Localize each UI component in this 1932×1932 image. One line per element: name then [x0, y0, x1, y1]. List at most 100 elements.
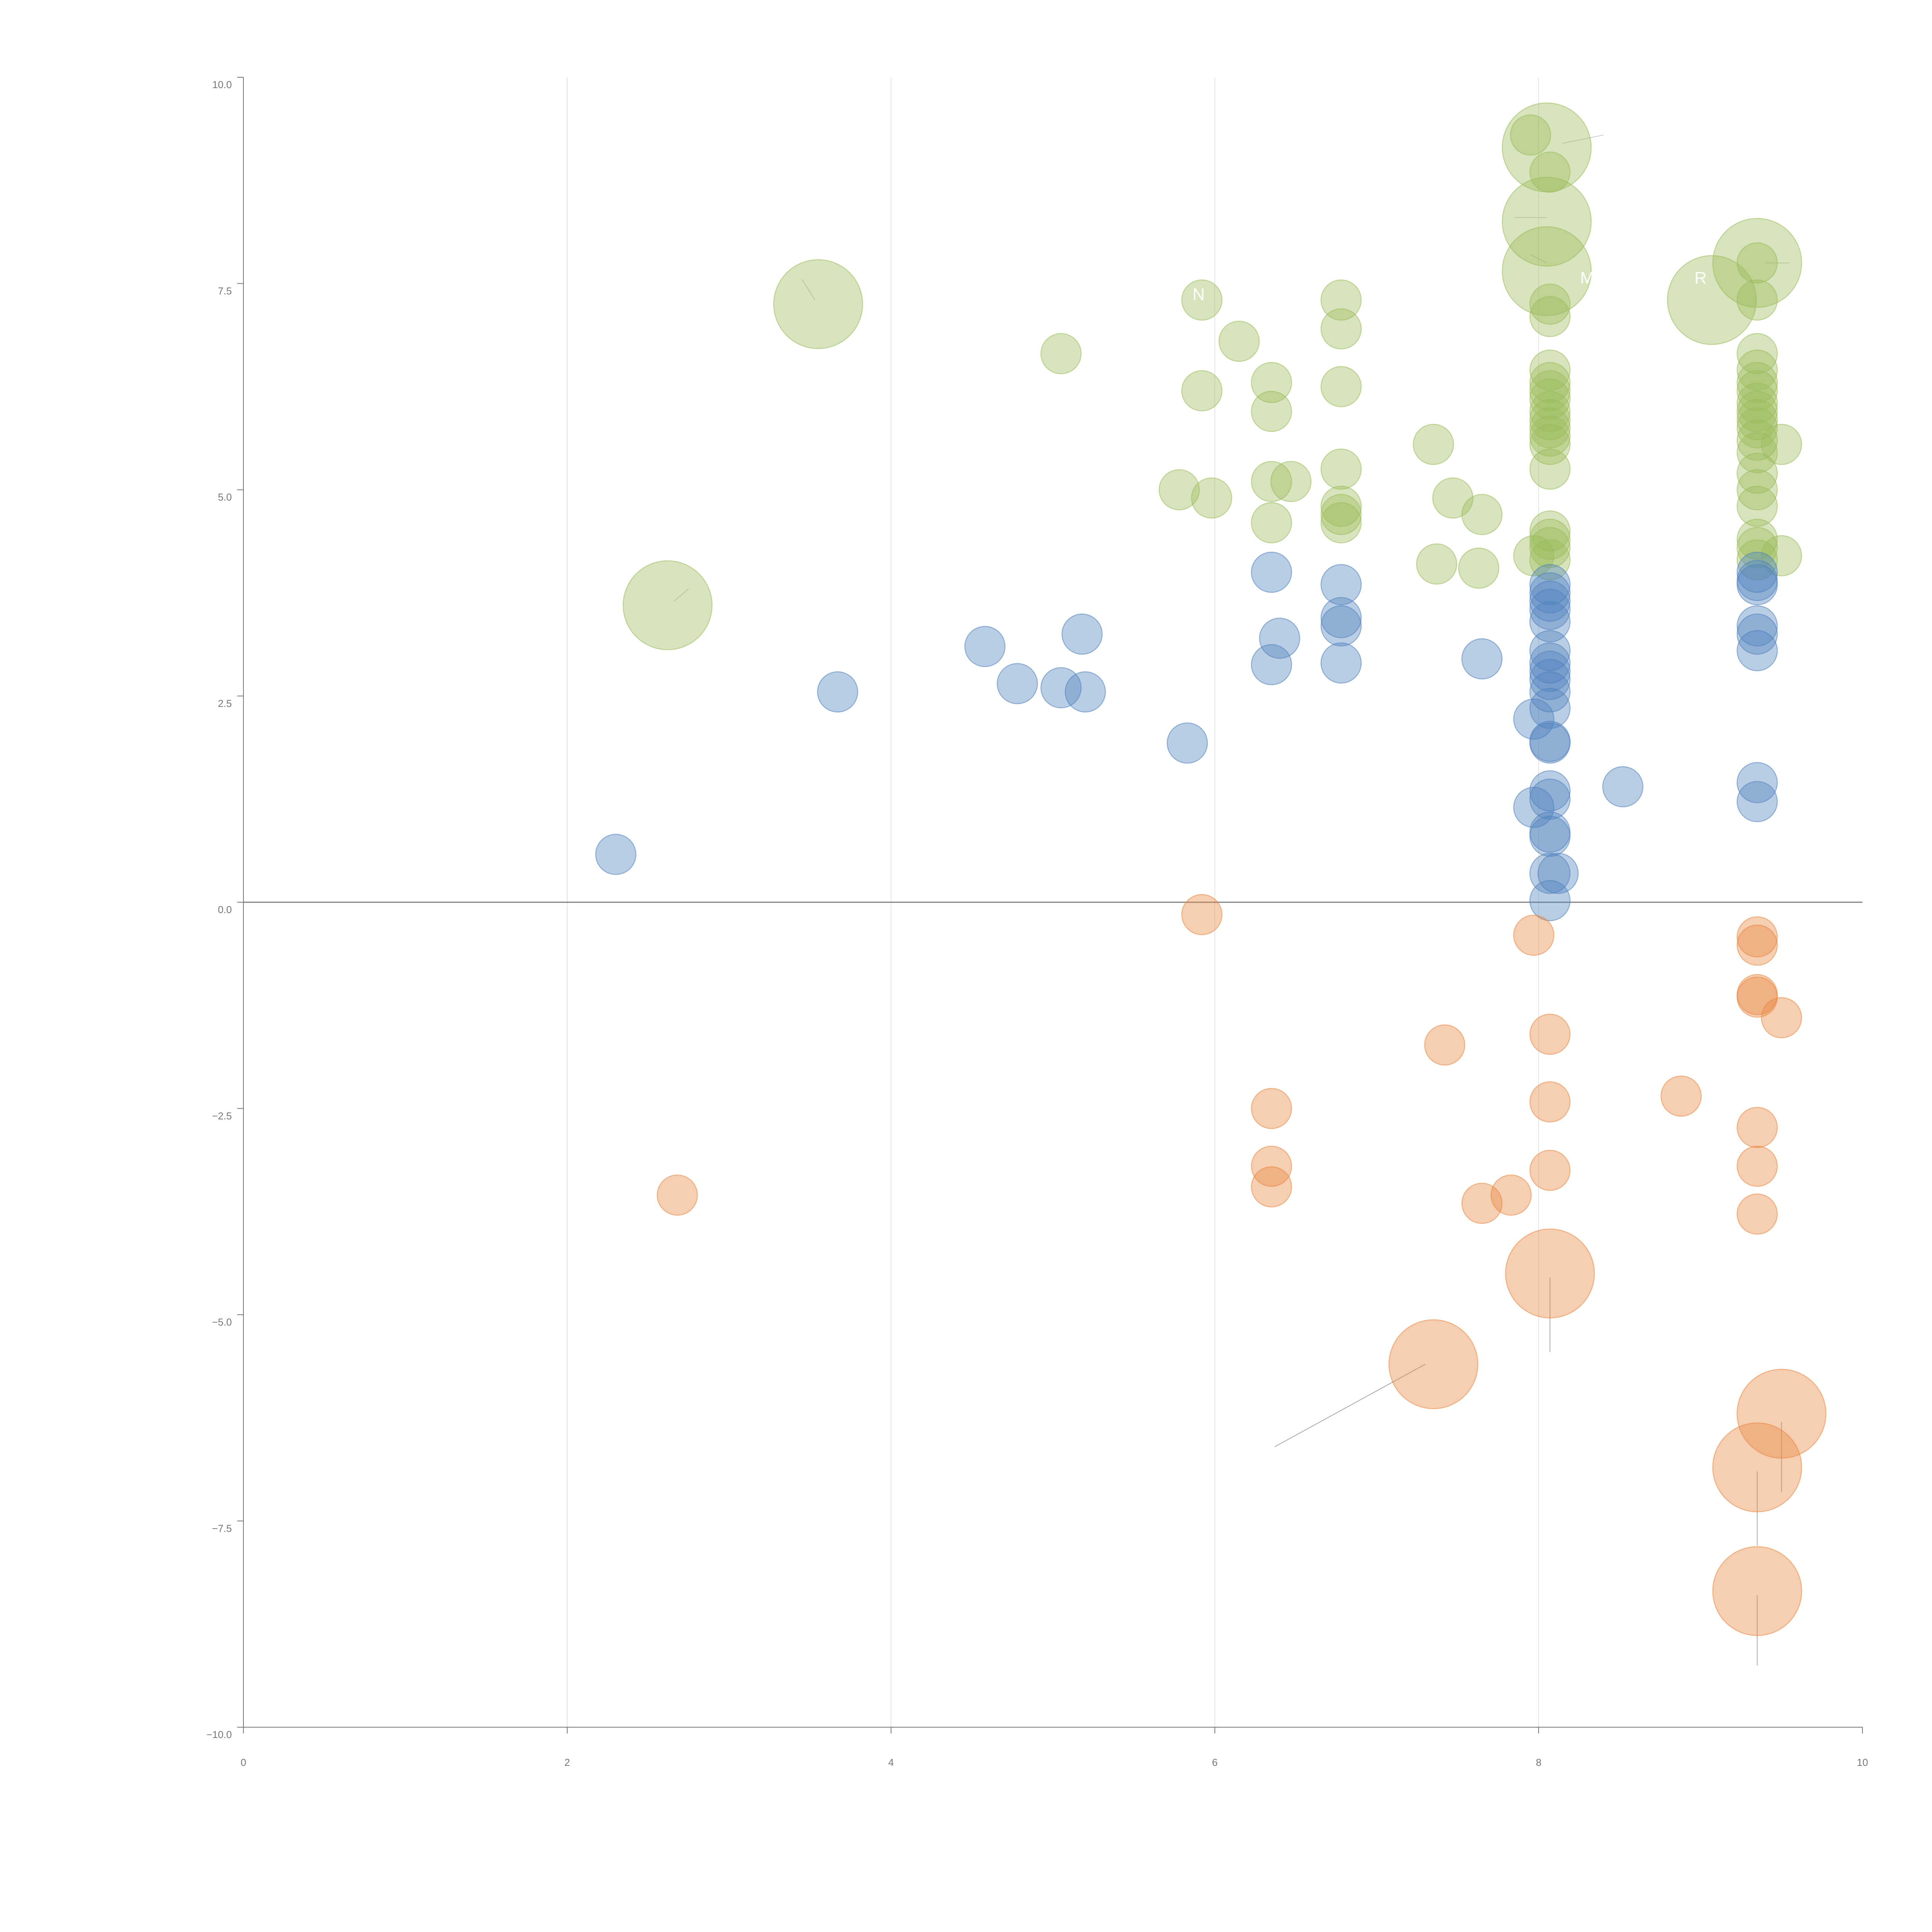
positive-low-point	[1736, 551, 1778, 593]
x-tick-label: 8	[1536, 1757, 1541, 1768]
positive-high-point	[1320, 308, 1362, 350]
positive-high-point	[1736, 469, 1778, 510]
negative-point	[1736, 1369, 1827, 1459]
positive-high-point	[1502, 177, 1592, 267]
positive-high-point	[1320, 502, 1362, 544]
y-tick-label: 2.5	[218, 697, 232, 709]
x-tick-label: 10	[1857, 1757, 1868, 1768]
positive-low-point	[1061, 613, 1103, 655]
negative-point	[1712, 1422, 1802, 1512]
negative-point	[1251, 1145, 1292, 1187]
negative-point	[1424, 1024, 1466, 1066]
positive-high-point	[1529, 519, 1571, 560]
positive-high-point	[1529, 378, 1571, 420]
negative-point	[1490, 1174, 1532, 1216]
y-tick-label: 7.5	[218, 285, 232, 297]
negative-point	[1660, 1075, 1702, 1117]
positive-high-point	[1529, 415, 1571, 457]
positive-high-point	[1251, 502, 1292, 544]
leader-line	[1563, 134, 1604, 144]
positive-low-point	[1529, 588, 1571, 630]
positive-low-point	[1736, 564, 1778, 605]
positive-low-point	[1320, 564, 1362, 605]
negative-point	[1529, 1150, 1571, 1191]
positive-low-point	[1602, 766, 1644, 808]
positive-high-point	[1736, 383, 1778, 424]
data-points	[595, 102, 1827, 1636]
positive-high-point	[1040, 333, 1082, 374]
positive-low-point	[817, 671, 858, 713]
positive-high-point	[1529, 391, 1571, 432]
positive-high-point	[1736, 519, 1778, 560]
negative-point	[1529, 1014, 1571, 1055]
negative-point	[1251, 1088, 1292, 1129]
positive-high-point	[1251, 461, 1292, 502]
positive-low-point	[1736, 781, 1778, 822]
positive-high-point	[1712, 218, 1802, 308]
leader-line	[801, 279, 815, 300]
positive-high-point	[1529, 407, 1571, 449]
negative-point	[1505, 1228, 1595, 1318]
y-tick-label: −7.5	[212, 1522, 232, 1534]
negative-point	[1529, 1081, 1571, 1122]
positive-high-point	[1416, 543, 1458, 585]
positive-low-point	[964, 626, 1006, 667]
positive-high-point	[1529, 423, 1571, 465]
positive-high-point	[1736, 432, 1778, 473]
annotation-label: M	[1580, 269, 1594, 287]
positive-low-point	[1529, 671, 1571, 713]
positive-low-point	[1065, 671, 1106, 713]
positive-high-point	[1181, 279, 1223, 321]
positive-high-point	[1736, 485, 1778, 527]
positive-low-point	[1736, 630, 1778, 672]
positive-high-point	[1413, 423, 1454, 465]
y-tick-label: 5.0	[218, 492, 232, 503]
x-tick-label: 4	[888, 1757, 894, 1768]
negative-point	[1736, 924, 1778, 966]
positive-low-point	[1461, 638, 1503, 680]
positive-high-point	[1320, 279, 1362, 321]
positive-high-point	[1529, 370, 1571, 412]
leader-line	[1274, 1364, 1426, 1447]
positive-high-point	[1736, 391, 1778, 432]
annotation-label: N	[1192, 285, 1205, 304]
positive-high-point	[1251, 362, 1292, 403]
positive-high-point	[1736, 370, 1778, 412]
axes: 0 2 4 6 8 10 10.0 7.5 5.0 2.5 0.0 −2.5 −5.0 −7.5 −10.0	[206, 77, 1868, 1768]
positive-high-point	[1218, 320, 1260, 362]
positive-high-point	[1158, 469, 1200, 510]
positive-low-point	[1529, 601, 1571, 643]
negative-point	[1736, 1145, 1778, 1187]
positive-low-point	[1529, 880, 1571, 921]
positive-low-point	[1537, 853, 1579, 894]
positive-low-point	[1251, 644, 1292, 685]
annotation-label: R	[1694, 269, 1707, 287]
positive-high-point	[1529, 510, 1571, 552]
y-tick-label: −10.0	[206, 1729, 232, 1740]
positive-low-point	[1167, 722, 1208, 764]
positive-high-point	[1529, 283, 1571, 325]
negative-point	[1513, 915, 1554, 956]
positive-high-point	[773, 259, 863, 349]
positive-high-point	[622, 560, 713, 650]
positive-high-point	[1510, 114, 1551, 156]
positive-low-point	[1529, 580, 1571, 622]
positive-high-point	[1529, 151, 1571, 193]
negative-point	[1461, 1183, 1503, 1224]
positive-low-point	[1529, 564, 1571, 605]
positive-low-point	[1320, 597, 1362, 638]
positive-low-point	[1529, 650, 1571, 692]
positive-high-point	[1761, 423, 1802, 465]
positive-low-point	[1320, 642, 1362, 684]
positive-low-point	[1513, 698, 1554, 740]
positive-high-point	[1529, 448, 1571, 490]
positive-high-point	[1736, 527, 1778, 568]
negative-point	[1388, 1319, 1478, 1409]
y-tick-label: 0.0	[218, 904, 232, 915]
positive-high-point	[1270, 461, 1312, 502]
positive-high-point	[1458, 548, 1500, 589]
positive-low-point	[1529, 815, 1571, 857]
positive-high-point	[1181, 370, 1223, 412]
positive-high-point	[1502, 226, 1592, 316]
leader-line	[1530, 254, 1547, 264]
